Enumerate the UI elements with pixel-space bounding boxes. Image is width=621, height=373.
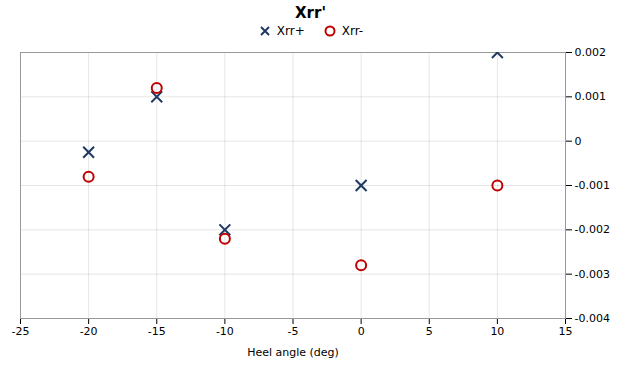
svg-text:-0.002: -0.002 — [575, 223, 610, 236]
svg-text:-20: -20 — [80, 325, 98, 338]
svg-text:Heel angle (deg): Heel angle (deg) — [247, 346, 339, 359]
svg-text:15: 15 — [559, 325, 573, 338]
svg-text:10: 10 — [490, 325, 504, 338]
html-text:Xrr+: Xrr+ — [276, 24, 305, 38]
svg-text:5: 5 — [426, 325, 433, 338]
svg-text:-0.001: -0.001 — [575, 179, 610, 192]
html-text:Xrr': Xrr' — [295, 4, 326, 22]
svg-text:-15: -15 — [148, 325, 166, 338]
svg-text:-5: -5 — [288, 325, 299, 338]
svg-text:0.002: 0.002 — [575, 46, 607, 59]
svg-text:0: 0 — [358, 325, 365, 338]
svg-text:-10: -10 — [216, 325, 234, 338]
html-text:Xrr-: Xrr- — [341, 24, 364, 38]
svg-text:-0.003: -0.003 — [575, 268, 610, 281]
svg-text:-25: -25 — [12, 325, 30, 338]
svg-text:-0.004: -0.004 — [575, 312, 610, 325]
svg-text:0: 0 — [575, 135, 582, 148]
svg-text:0.001: 0.001 — [575, 90, 607, 103]
